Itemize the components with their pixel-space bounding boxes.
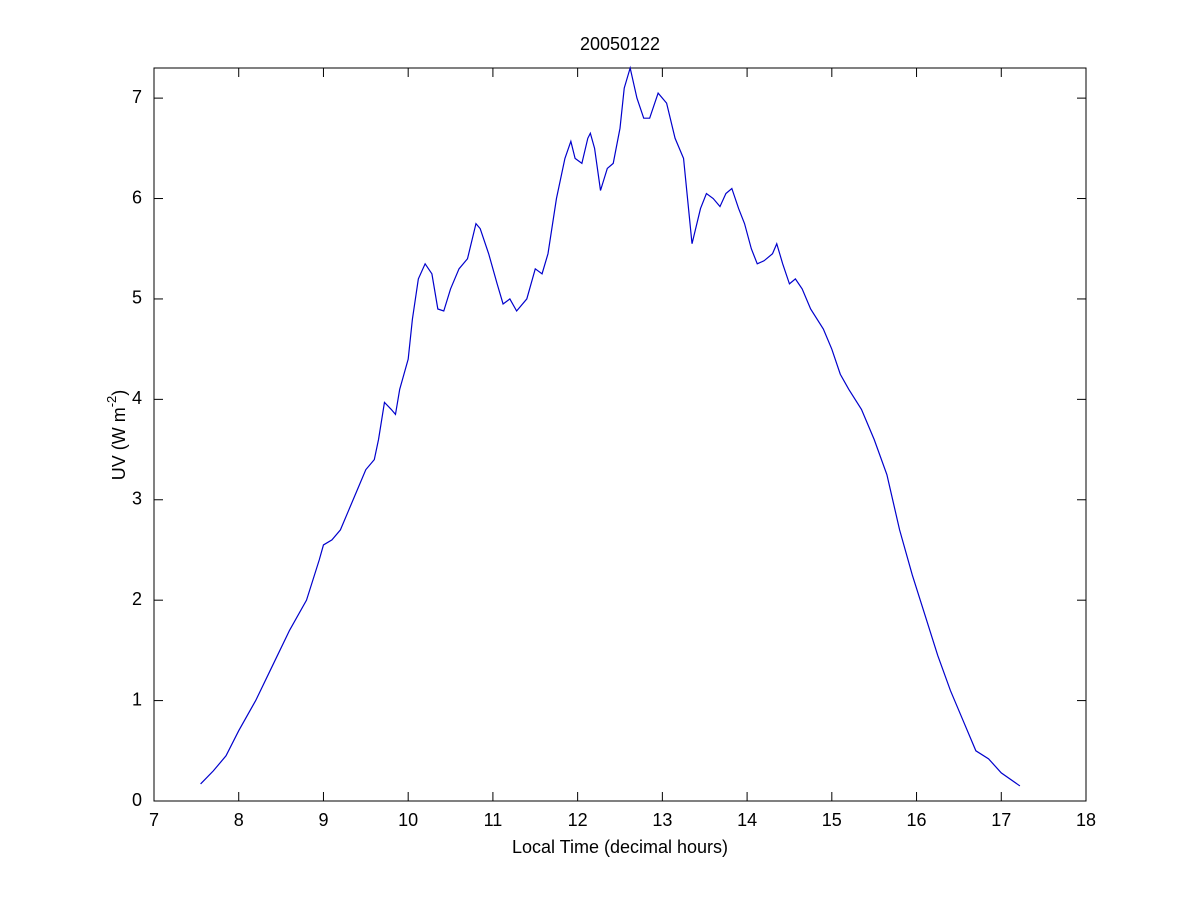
y-tick-label: 2 bbox=[132, 589, 142, 609]
x-tick-label: 10 bbox=[398, 810, 418, 830]
y-axis-label: UV (W m-2) bbox=[104, 390, 128, 481]
y-axis-label-superscript: -2 bbox=[104, 396, 119, 408]
y-tick-label: 5 bbox=[132, 288, 142, 308]
plot-frame bbox=[153, 67, 1087, 802]
x-tick-label: 14 bbox=[737, 810, 757, 830]
x-tick-label: 16 bbox=[907, 810, 927, 830]
y-tick-label: 4 bbox=[132, 388, 142, 408]
y-tick-label: 7 bbox=[132, 87, 142, 107]
data-line bbox=[200, 65, 1021, 787]
x-axis-label: Local Time (decimal hours) bbox=[512, 837, 728, 857]
y-tick-label: 0 bbox=[132, 790, 142, 810]
x-tick-label: 7 bbox=[149, 810, 159, 830]
y-axis-label-end: ) bbox=[109, 390, 129, 396]
x-tick-label: 18 bbox=[1076, 810, 1096, 830]
x-tick-label: 13 bbox=[652, 810, 672, 830]
x-tick-label: 15 bbox=[822, 810, 842, 830]
y-tick-label: 6 bbox=[132, 187, 142, 207]
x-tick-label: 17 bbox=[991, 810, 1011, 830]
x-tick-label: 8 bbox=[234, 810, 244, 830]
chart-title: 20050122 bbox=[580, 34, 660, 54]
y-axis-label-main: UV (W m bbox=[109, 407, 129, 480]
y-tick-label: 1 bbox=[132, 689, 142, 709]
y-tick-label: 3 bbox=[132, 489, 142, 509]
x-tick-label: 9 bbox=[318, 810, 328, 830]
x-tick-label: 12 bbox=[568, 810, 588, 830]
x-tick-label: 11 bbox=[484, 810, 503, 830]
